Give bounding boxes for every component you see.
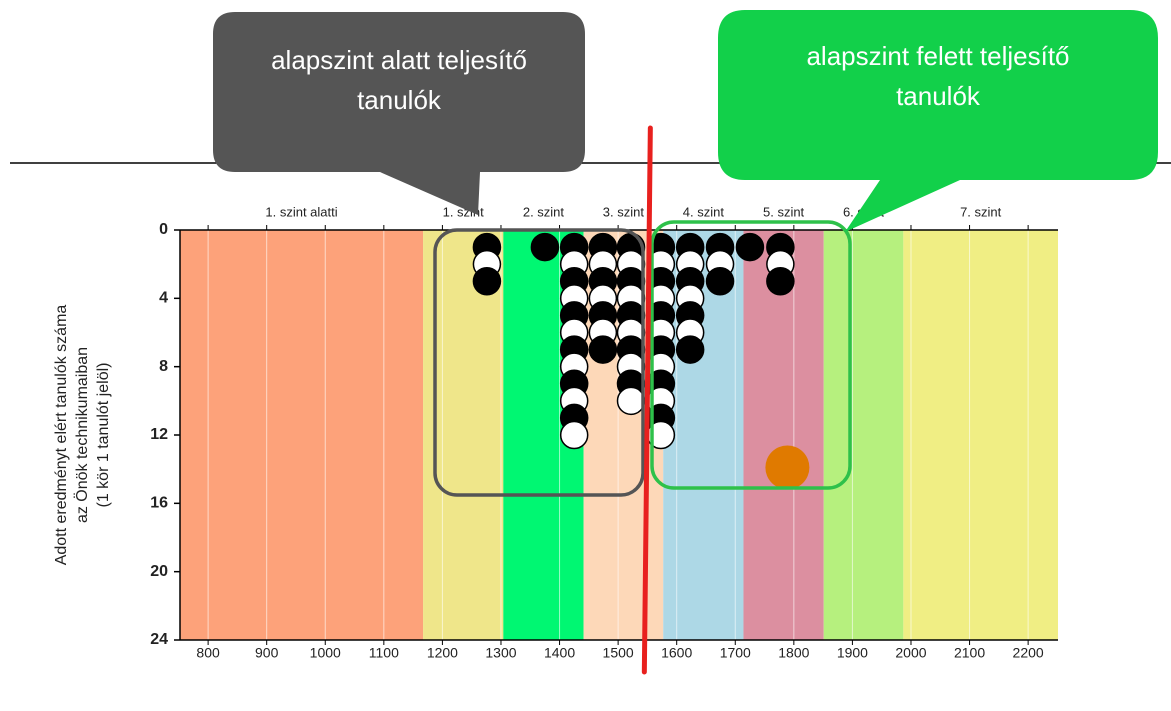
- y-tick-label: 24: [150, 631, 168, 648]
- student-dot: [472, 267, 502, 296]
- callout-text: alapszint alatt teljesítő: [271, 45, 527, 75]
- level-label: 5. szint: [763, 204, 805, 219]
- x-tick-label: 1000: [310, 645, 341, 661]
- x-tick-label: 800: [196, 645, 220, 661]
- below-box: [433, 228, 645, 497]
- x-tick-label: 1300: [485, 645, 516, 661]
- average-dot: [765, 445, 810, 490]
- y-tick-label: 4: [159, 290, 168, 307]
- y-tick-label: 20: [150, 563, 168, 580]
- x-tick-label: 1700: [720, 645, 751, 661]
- student-dot: [766, 267, 795, 296]
- x-tick-label: 1200: [427, 645, 458, 661]
- y-axis-label: (1 kör 1 tanulót jelöl): [95, 363, 112, 508]
- callout-text: tanulók: [896, 81, 981, 111]
- threshold-line: [641, 125, 653, 675]
- x-tick-label: 1400: [544, 645, 575, 661]
- level-label: 4. szint: [683, 204, 725, 219]
- student-dot: [675, 335, 705, 364]
- student-dot: [530, 232, 560, 262]
- y-axis-label: az Önök technikumaiban: [73, 347, 91, 523]
- level-label: 2. szint: [523, 204, 565, 219]
- level-band: [663, 230, 744, 640]
- level-label: 1. szint alatti: [265, 204, 337, 219]
- callout-text: tanulók: [357, 85, 442, 115]
- x-tick-label: 1100: [369, 645, 399, 661]
- above-box: [650, 220, 852, 490]
- callout-above: [718, 10, 1158, 232]
- student-dot: [705, 267, 735, 296]
- student-dot: [559, 420, 589, 450]
- callout-below: [213, 12, 585, 215]
- y-tick-label: 0: [159, 221, 168, 238]
- x-tick-label: 2200: [1013, 645, 1044, 661]
- y-tick-label: 16: [150, 495, 168, 512]
- level-band: [180, 230, 424, 640]
- student-dot: [616, 386, 646, 416]
- x-tick-label: 1600: [661, 645, 692, 661]
- x-tick-label: 1900: [837, 645, 868, 661]
- student-dot: [735, 232, 765, 262]
- x-tick-label: 900: [255, 645, 279, 661]
- level-label: 3. szint: [603, 204, 645, 219]
- x-tick-label: 1500: [603, 645, 634, 661]
- level-band: [903, 230, 1058, 640]
- callout-text: alapszint felett teljesítő: [806, 41, 1069, 71]
- y-tick-label: 12: [150, 426, 168, 443]
- x-tick-label: 2100: [954, 645, 985, 661]
- level-band: [743, 230, 824, 640]
- student-dot: [588, 335, 618, 364]
- level-band: [823, 230, 904, 640]
- y-axis-label: Adott eredményt elért tanulók száma: [53, 305, 70, 566]
- y-tick-label: 8: [159, 358, 168, 375]
- level-label: 7. szint: [960, 204, 1002, 219]
- x-tick-label: 1800: [778, 645, 809, 661]
- x-tick-label: 2000: [895, 645, 926, 661]
